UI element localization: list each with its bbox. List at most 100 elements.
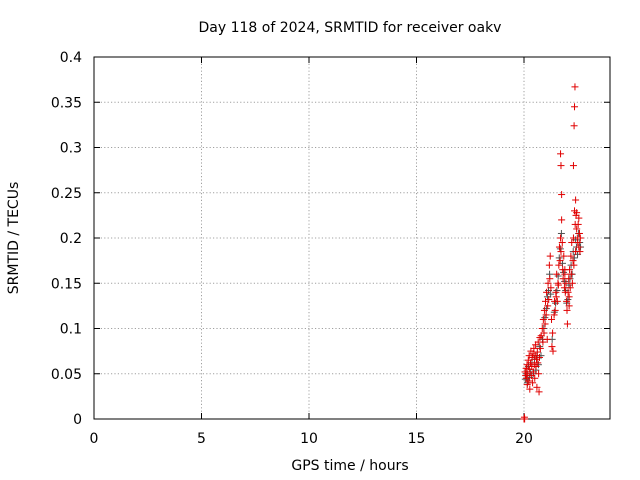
data-point	[532, 363, 540, 371]
data-point	[566, 284, 574, 292]
data-point	[565, 275, 573, 283]
data-point	[571, 83, 579, 91]
data-point	[540, 306, 548, 314]
data-point	[536, 343, 544, 351]
grid-lines	[94, 57, 610, 419]
data-point	[569, 162, 577, 170]
data-point	[539, 338, 547, 346]
data-point	[576, 234, 584, 242]
y-tick-label: 0.1	[60, 322, 82, 338]
data-point	[572, 196, 580, 204]
data-point	[533, 348, 541, 356]
data-point	[525, 352, 533, 360]
y-tick-label: 0.3	[60, 141, 82, 157]
data-point	[543, 335, 551, 343]
data-point	[570, 261, 578, 269]
data-point	[557, 234, 565, 242]
x-axis-tick-labels: 0 5 10 15 20	[90, 431, 533, 447]
data-point	[544, 279, 552, 287]
data-point	[563, 297, 571, 305]
data-point	[542, 297, 549, 305]
y-tick-label: 0.05	[51, 367, 82, 383]
data-point	[570, 122, 578, 130]
data-point	[539, 315, 547, 323]
data-point	[548, 315, 556, 323]
data-point	[535, 370, 543, 378]
data-point	[550, 311, 558, 319]
data-point	[521, 415, 529, 423]
data-point	[554, 281, 562, 289]
data-point	[532, 355, 540, 363]
y-tick-label: 0.2	[60, 231, 82, 247]
data-point	[564, 288, 572, 296]
data-point	[567, 270, 575, 278]
data-point	[545, 296, 553, 304]
data-point	[573, 225, 581, 233]
data-point	[536, 334, 544, 342]
data-point	[563, 320, 571, 328]
chart-title: Day 118 of 2024, SRMTID for receiver oak…	[199, 20, 502, 36]
data-point	[531, 352, 539, 360]
data-point	[526, 359, 534, 367]
data-point	[536, 344, 544, 352]
data-point	[551, 306, 559, 314]
data-point	[525, 377, 533, 385]
data-point	[546, 252, 554, 260]
data-point	[557, 162, 565, 170]
data-point	[555, 243, 563, 251]
data-point	[561, 266, 569, 274]
data-point	[524, 370, 532, 378]
y-tick-label: 0.35	[51, 95, 82, 111]
data-point	[523, 381, 531, 389]
data-point	[574, 239, 582, 247]
x-tick-label: 15	[408, 431, 426, 447]
data-point	[526, 385, 534, 393]
data-point	[523, 361, 531, 369]
data-point	[557, 229, 565, 237]
data-point	[549, 329, 557, 337]
data-point	[542, 311, 550, 319]
x-tick-label: 10	[300, 431, 318, 447]
data-point	[557, 150, 565, 158]
data-point	[563, 306, 571, 314]
data-point	[546, 275, 554, 283]
data-point	[568, 239, 576, 247]
data-point	[576, 248, 584, 256]
data-point	[541, 320, 549, 328]
data-point	[553, 270, 561, 278]
data-point	[529, 379, 537, 387]
y-axis-tick-labels: 0 0.05 0.1 0.15 0.2 0.25 0.3 0.35 0.4	[51, 50, 82, 428]
data-point	[569, 257, 577, 265]
data-point	[535, 353, 543, 361]
data-point	[530, 361, 538, 369]
y-axis-label: SRMTID / TECUs	[6, 182, 22, 295]
y-tick-label: 0	[73, 412, 82, 428]
data-point	[548, 343, 556, 351]
data-point	[575, 229, 583, 237]
data-point	[558, 239, 566, 247]
data-point	[547, 284, 555, 292]
x-tick-label: 0	[90, 431, 99, 447]
data-point	[547, 290, 555, 298]
data-point	[573, 209, 581, 217]
data-point	[543, 288, 551, 296]
data-point	[565, 302, 573, 310]
data-point	[567, 252, 575, 260]
data-point	[553, 297, 561, 305]
x-tick-label: 5	[197, 431, 206, 447]
data-point	[575, 214, 583, 222]
data-point	[545, 261, 553, 269]
data-point	[553, 286, 561, 294]
data-point	[530, 344, 538, 352]
data-point	[535, 388, 543, 396]
data-point	[526, 373, 534, 381]
data-point	[552, 299, 560, 307]
data-point	[544, 302, 552, 310]
y-tick-label: 0.4	[60, 50, 82, 66]
data-point	[556, 257, 564, 265]
x-tick-label: 20	[515, 431, 533, 447]
x-axis-label: GPS time / hours	[291, 458, 408, 474]
data-point	[522, 364, 530, 372]
data-point	[529, 368, 537, 376]
